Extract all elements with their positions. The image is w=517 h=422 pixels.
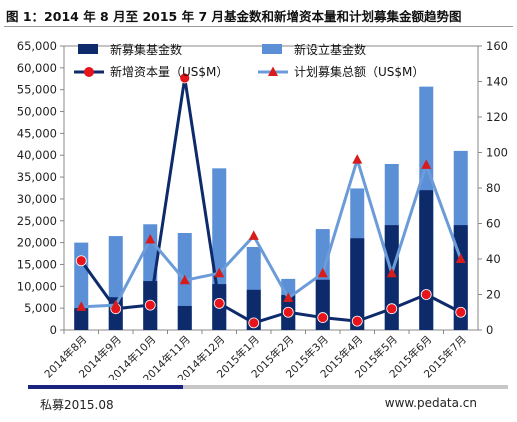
legend-label: 新募集基金数 <box>110 42 182 57</box>
legend-label: 计划募集总额（US$M） <box>294 64 424 79</box>
new-capital-point <box>351 315 363 327</box>
bar-new-raised <box>384 225 399 330</box>
right-axis-tick-label: 160 <box>486 39 508 53</box>
plan-total-point <box>352 154 363 164</box>
line-plan-total <box>76 154 466 311</box>
new-capital-point <box>75 255 87 267</box>
right-axis-tick-label: 60 <box>486 217 501 231</box>
title-divider <box>4 26 513 27</box>
plan-total-point <box>283 292 294 303</box>
bar-new-raised <box>74 308 89 330</box>
bar-new-raised <box>419 190 434 330</box>
right-axis-tick-label: 40 <box>486 252 501 266</box>
footer-website: www.pedata.cn <box>384 396 477 410</box>
plan-total-point <box>386 267 397 278</box>
new-capital-point <box>317 312 329 323</box>
right-axis-tick-label: 140 <box>486 75 508 89</box>
left-axis-tick-label: 25,000 <box>17 214 57 228</box>
trend-chart: 0 5,000 10,000 15,000 20,000 25,000 30,000 35,0… <box>17 39 508 380</box>
left-axis-tick-label: 35,000 <box>17 170 57 184</box>
new-capital-point <box>386 303 398 315</box>
right-axis-tick-label: 20 <box>486 288 501 302</box>
new-capital-point <box>282 306 294 318</box>
left-axis-tick-label: 40,000 <box>17 148 57 162</box>
left-axis-tick-label: 15,000 <box>17 257 57 271</box>
chart-title: 图 1：2014 年 8 月至 2015 年 7 月基金数和新增资本量和计划募集… <box>6 9 462 24</box>
plan-total-point <box>317 267 328 278</box>
legend-label: 新设立基金数 <box>294 42 366 57</box>
new-capital-path <box>80 76 462 325</box>
plan-total-point <box>110 299 121 310</box>
plan-total-point <box>248 230 259 240</box>
left-axis-tick-label: 65,000 <box>17 39 57 53</box>
left-axis-tick-label: 55,000 <box>17 83 57 97</box>
left-axis-tick-label: 30,000 <box>17 192 57 206</box>
right-axis-tick-label: 80 <box>486 181 501 195</box>
legend-swatch <box>78 44 98 54</box>
new-capital-point <box>213 297 225 309</box>
plan-total-point <box>214 267 225 278</box>
bar-new-raised <box>177 305 192 330</box>
left-axis-tick-label: 45,000 <box>17 126 57 140</box>
legend-marker <box>84 67 94 77</box>
footer-source-label: 私募2015.08 <box>40 398 114 412</box>
legend-label: 新增资本量（US$M） <box>110 64 228 79</box>
plan-total-point <box>76 301 87 311</box>
new-capital-point <box>144 299 156 311</box>
bars-new-established <box>74 86 468 330</box>
left-axis-tick-label: 5,000 <box>24 301 57 315</box>
bar-new-raised <box>350 238 365 330</box>
footer-accent-light <box>183 385 508 389</box>
left-axis-tick-label: 60,000 <box>17 61 57 75</box>
right-axis-tick-label: 100 <box>486 146 508 160</box>
new-capital-point <box>420 289 432 300</box>
new-capital-point <box>179 72 191 84</box>
plan-total-point <box>179 274 190 285</box>
left-axis-tick-label: 0 <box>50 323 57 337</box>
left-axis-tick-label: 20,000 <box>17 236 57 250</box>
new-capital-point <box>455 306 467 318</box>
right-axis-tick-label: 120 <box>486 110 508 124</box>
right-axis-tick-label: 0 <box>486 323 493 337</box>
left-axis-tick-label: 50,000 <box>17 105 57 119</box>
plan-total-point <box>145 233 156 244</box>
plan-total-path <box>81 158 463 309</box>
legend-marker <box>268 66 278 76</box>
legend-swatch <box>262 44 282 54</box>
chart-axes: 0 5,000 10,000 15,000 20,000 25,000 30,000 35,0… <box>17 39 508 380</box>
plan-total-point <box>421 159 432 169</box>
plan-total-point <box>455 253 466 263</box>
bars-new-raised <box>74 190 468 330</box>
new-capital-point <box>248 317 260 329</box>
line-new-capital <box>75 72 467 329</box>
footer-accent-dark <box>28 385 183 389</box>
left-axis-tick-label: 10,000 <box>17 279 57 293</box>
